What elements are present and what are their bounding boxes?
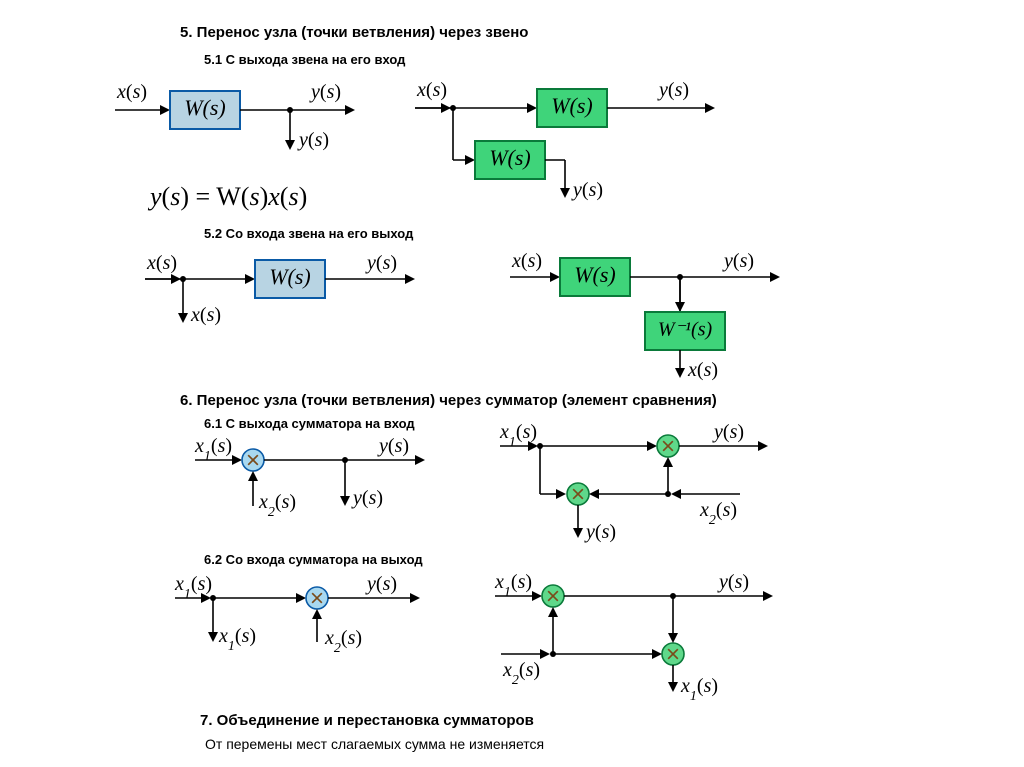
svg-text:y(s): y(s) bbox=[351, 487, 383, 509]
heading-7: 7. Объединение и перестановка сумматоров bbox=[200, 712, 534, 729]
svg-text:y(s): y(s) bbox=[365, 252, 397, 274]
svg-text:x(s): x(s) bbox=[116, 81, 147, 103]
svg-text:x1(s): x1(s) bbox=[680, 675, 718, 704]
diagram-6-2-left: x1(s)y(s)x1(s)x2(s) bbox=[175, 570, 435, 670]
diagram-5-1-left: x(s) W(s) y(s) y(s) bbox=[115, 70, 365, 170]
svg-text:x1(s): x1(s) bbox=[218, 625, 256, 654]
note-7: От перемены мест слагаемых сумма не изме… bbox=[205, 736, 544, 752]
heading-5-1: 5.1 С выхода звена на его вход bbox=[204, 52, 405, 67]
diagram-6-1-right: x1(s)y(s)x2(s)y(s) bbox=[500, 418, 800, 553]
svg-text:x2(s): x2(s) bbox=[324, 627, 362, 656]
diagram-5-2-left: x(s) W(s) y(s) x(s) bbox=[145, 245, 425, 345]
heading-6-1: 6.1 С выхода сумматора на вход bbox=[204, 416, 415, 431]
svg-text:x(s): x(s) bbox=[511, 250, 542, 272]
diagram-5-2-right: x(s) W(s) y(s) W⁻¹(s) x(s) bbox=[510, 245, 810, 395]
heading-5-2: 5.2 Со входа звена на его выход bbox=[204, 226, 413, 241]
svg-text:y(s): y(s) bbox=[297, 129, 329, 151]
svg-text:y(s): y(s) bbox=[717, 571, 749, 593]
svg-text:y(s): y(s) bbox=[377, 435, 409, 457]
svg-text:x2(s): x2(s) bbox=[258, 491, 296, 520]
heading-5: 5. Перенос узла (точки ветвления) через … bbox=[180, 24, 528, 41]
svg-text:x(s): x(s) bbox=[416, 79, 447, 101]
svg-text:x(s): x(s) bbox=[190, 304, 221, 326]
heading-6-2: 6.2 Со входа сумматора на выход bbox=[204, 552, 423, 567]
svg-text:y(s): y(s) bbox=[712, 421, 744, 443]
diagram-6-2-right: x1(s)y(s)x2(s)x1(s) bbox=[495, 570, 795, 700]
equation: y(s) = W(s)x(s) bbox=[150, 170, 450, 220]
diagram-5-1-right: x(s) W(s) y(s) W(s) y(s) bbox=[415, 70, 735, 225]
svg-text:x2(s): x2(s) bbox=[699, 499, 737, 528]
svg-text:W(s): W(s) bbox=[184, 95, 226, 120]
svg-text:x2(s): x2(s) bbox=[502, 659, 540, 688]
svg-text:y(s): y(s) bbox=[657, 79, 689, 101]
svg-text:W(s): W(s) bbox=[551, 93, 593, 118]
svg-text:x(s): x(s) bbox=[687, 359, 718, 381]
svg-text:W(s): W(s) bbox=[489, 145, 531, 170]
svg-text:y(s) = W(s)x(s): y(s) = W(s)x(s) bbox=[147, 182, 307, 211]
svg-text:x(s): x(s) bbox=[146, 252, 177, 274]
svg-text:W(s): W(s) bbox=[269, 264, 311, 289]
svg-text:y(s): y(s) bbox=[571, 179, 603, 201]
svg-text:y(s): y(s) bbox=[722, 250, 754, 272]
svg-text:y(s): y(s) bbox=[309, 81, 341, 103]
diagram-6-1-left: x1(s)y(s)x2(s)y(s) bbox=[195, 432, 445, 542]
svg-text:y(s): y(s) bbox=[584, 521, 616, 543]
svg-text:W⁻¹(s): W⁻¹(s) bbox=[658, 319, 713, 341]
svg-text:y(s): y(s) bbox=[365, 573, 397, 595]
svg-text:W(s): W(s) bbox=[574, 262, 616, 287]
